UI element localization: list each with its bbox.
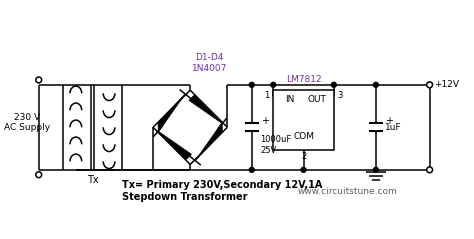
Circle shape	[301, 167, 306, 172]
Circle shape	[427, 82, 433, 88]
Text: 1: 1	[264, 91, 269, 100]
Text: 1000uF
25V: 1000uF 25V	[261, 135, 292, 155]
Polygon shape	[195, 122, 222, 161]
Text: +12V: +12V	[435, 80, 459, 89]
Text: IN: IN	[285, 95, 295, 104]
Circle shape	[427, 167, 433, 173]
Text: 230 V
AC Supply: 230 V AC Supply	[4, 113, 50, 132]
Text: LM7812: LM7812	[286, 76, 321, 84]
Text: 2: 2	[301, 152, 306, 161]
Text: www.circuitstune.com: www.circuitstune.com	[298, 187, 397, 196]
Text: 1uF: 1uF	[385, 123, 401, 132]
Circle shape	[271, 82, 276, 87]
Bar	[273, 90, 334, 150]
Text: Tx: Tx	[87, 175, 98, 185]
Polygon shape	[158, 131, 191, 159]
Circle shape	[36, 77, 42, 83]
Circle shape	[374, 82, 378, 87]
Polygon shape	[189, 95, 222, 124]
Text: 3: 3	[338, 91, 343, 100]
Text: D1-D4
1N4007: D1-D4 1N4007	[192, 53, 228, 73]
Text: COM: COM	[293, 132, 314, 141]
Text: OUT: OUT	[308, 95, 326, 104]
Circle shape	[249, 167, 254, 172]
Text: Tx= Primary 230V,Secondary 12V,1A: Tx= Primary 230V,Secondary 12V,1A	[122, 180, 322, 190]
Circle shape	[331, 82, 336, 87]
Circle shape	[36, 172, 42, 178]
Text: +: +	[261, 116, 269, 126]
Circle shape	[374, 167, 378, 172]
Text: Stepdown Transformer: Stepdown Transformer	[122, 192, 247, 202]
Text: +: +	[385, 116, 392, 126]
Circle shape	[249, 82, 254, 87]
Polygon shape	[158, 94, 185, 132]
